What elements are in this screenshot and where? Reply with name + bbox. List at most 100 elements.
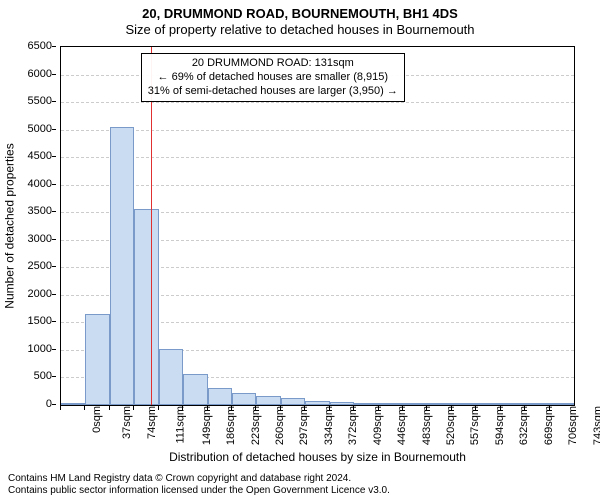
y-tick-label: 5500: [28, 95, 52, 107]
x-tick-label: 632sqm: [518, 406, 530, 445]
bar: [550, 403, 574, 405]
x-tick-mark: [378, 406, 379, 410]
x-tick-label: 409sqm: [372, 406, 384, 445]
bar: [525, 403, 549, 405]
x-tick-label: 706sqm: [567, 406, 579, 445]
y-tick-label: 500: [34, 370, 52, 382]
x-tick-mark: [304, 406, 305, 410]
x-tick-label: 260sqm: [274, 406, 286, 445]
annotation-box: 20 DRUMMOND ROAD: 131sqm ← 69% of detach…: [141, 53, 405, 102]
y-tick-label: 4500: [28, 150, 52, 162]
y-axis-ticks: 0500100015002000250030003500400045005000…: [0, 46, 56, 406]
y-tick-mark: [52, 294, 56, 295]
bar: [208, 388, 232, 405]
x-tick-mark: [60, 406, 61, 410]
y-tick-mark: [52, 101, 56, 102]
bar: [159, 349, 183, 405]
bar: [134, 209, 158, 405]
y-tick-mark: [52, 376, 56, 377]
bar: [476, 403, 500, 405]
plot-area: 20 DRUMMOND ROAD: 131sqm ← 69% of detach…: [60, 46, 575, 406]
x-tick-mark: [426, 406, 427, 410]
bar: [403, 403, 427, 405]
annotation-line-1: 20 DRUMMOND ROAD: 131sqm: [148, 57, 398, 71]
x-tick-label: 669sqm: [543, 406, 555, 445]
y-tick-mark: [52, 211, 56, 212]
bar: [427, 403, 451, 405]
x-tick-label: 297sqm: [299, 406, 311, 445]
x-tick-label: 372sqm: [347, 406, 359, 445]
bar: [61, 403, 85, 405]
x-tick-label: 446sqm: [396, 406, 408, 445]
page-title: 20, DRUMMOND ROAD, BOURNEMOUTH, BH1 4DS: [0, 6, 600, 21]
footer-line-1: Contains HM Land Registry data © Crown c…: [8, 473, 390, 485]
x-tick-label: 0sqm: [91, 406, 103, 433]
x-tick-mark: [451, 406, 452, 410]
y-tick-mark: [52, 321, 56, 322]
bar: [232, 393, 256, 405]
y-tick-mark: [52, 129, 56, 130]
y-tick-label: 3500: [28, 205, 52, 217]
bar: [256, 396, 280, 405]
gridline: [61, 157, 574, 158]
x-tick-mark: [182, 406, 183, 410]
x-tick-mark: [329, 406, 330, 410]
x-tick-label: 743sqm: [592, 406, 600, 445]
y-tick-label: 4000: [28, 178, 52, 190]
gridline: [61, 185, 574, 186]
gridline: [61, 130, 574, 131]
x-tick-label: 186sqm: [225, 406, 237, 445]
x-tick-mark: [207, 406, 208, 410]
y-tick-label: 1500: [28, 315, 52, 327]
y-tick-mark: [52, 349, 56, 350]
x-axis-title: Distribution of detached houses by size …: [60, 450, 575, 464]
y-tick-mark: [52, 46, 56, 47]
x-tick-mark: [231, 406, 232, 410]
x-tick-mark: [549, 406, 550, 410]
x-tick-label: 74sqm: [146, 406, 158, 439]
page-subtitle: Size of property relative to detached ho…: [0, 22, 600, 37]
y-tick-label: 6500: [28, 40, 52, 52]
x-tick-mark: [255, 406, 256, 410]
y-tick-mark: [52, 404, 56, 405]
x-tick-mark: [500, 406, 501, 410]
y-tick-label: 6000: [28, 68, 52, 80]
bar: [281, 398, 305, 405]
y-tick-mark: [52, 239, 56, 240]
x-tick-label: 594sqm: [494, 406, 506, 445]
y-tick-label: 2500: [28, 260, 52, 272]
bar: [452, 403, 476, 405]
chart-root: 20, DRUMMOND ROAD, BOURNEMOUTH, BH1 4DS …: [0, 0, 600, 500]
x-tick-label: 37sqm: [121, 406, 133, 439]
x-tick-label: 557sqm: [470, 406, 482, 445]
y-tick-label: 3000: [28, 233, 52, 245]
y-tick-mark: [52, 184, 56, 185]
footer-attribution: Contains HM Land Registry data © Crown c…: [8, 473, 390, 496]
x-tick-label: 149sqm: [201, 406, 213, 445]
bar: [330, 402, 354, 405]
x-tick-mark: [402, 406, 403, 410]
x-tick-mark: [133, 406, 134, 410]
x-tick-label: 520sqm: [445, 406, 457, 445]
bar: [110, 127, 134, 405]
annotation-line-3: 31% of semi-detached houses are larger (…: [148, 85, 398, 99]
x-tick-label: 111sqm: [175, 406, 187, 444]
y-tick-label: 2000: [28, 288, 52, 300]
bar: [305, 401, 329, 405]
x-tick-mark: [109, 406, 110, 410]
x-tick-mark: [353, 406, 354, 410]
bar: [354, 403, 378, 405]
x-tick-label: 334sqm: [323, 406, 335, 445]
bar: [85, 314, 109, 405]
y-tick-mark: [52, 156, 56, 157]
x-tick-mark: [158, 406, 159, 410]
x-tick-mark: [84, 406, 85, 410]
bar: [183, 374, 207, 405]
bar: [379, 403, 403, 405]
x-tick-mark: [280, 406, 281, 410]
annotation-line-2: ← 69% of detached houses are smaller (8,…: [148, 71, 398, 85]
y-tick-mark: [52, 266, 56, 267]
x-tick-label: 483sqm: [421, 406, 433, 445]
footer-line-2: Contains public sector information licen…: [8, 485, 390, 497]
bar: [501, 403, 525, 405]
